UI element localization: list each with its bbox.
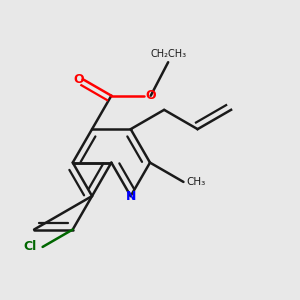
Text: O: O (73, 73, 84, 86)
Text: O: O (146, 89, 156, 102)
Text: Cl: Cl (23, 240, 37, 254)
Text: CH₃: CH₃ (186, 177, 206, 187)
Text: N: N (125, 190, 136, 202)
Text: CH₂CH₃: CH₂CH₃ (150, 49, 186, 59)
